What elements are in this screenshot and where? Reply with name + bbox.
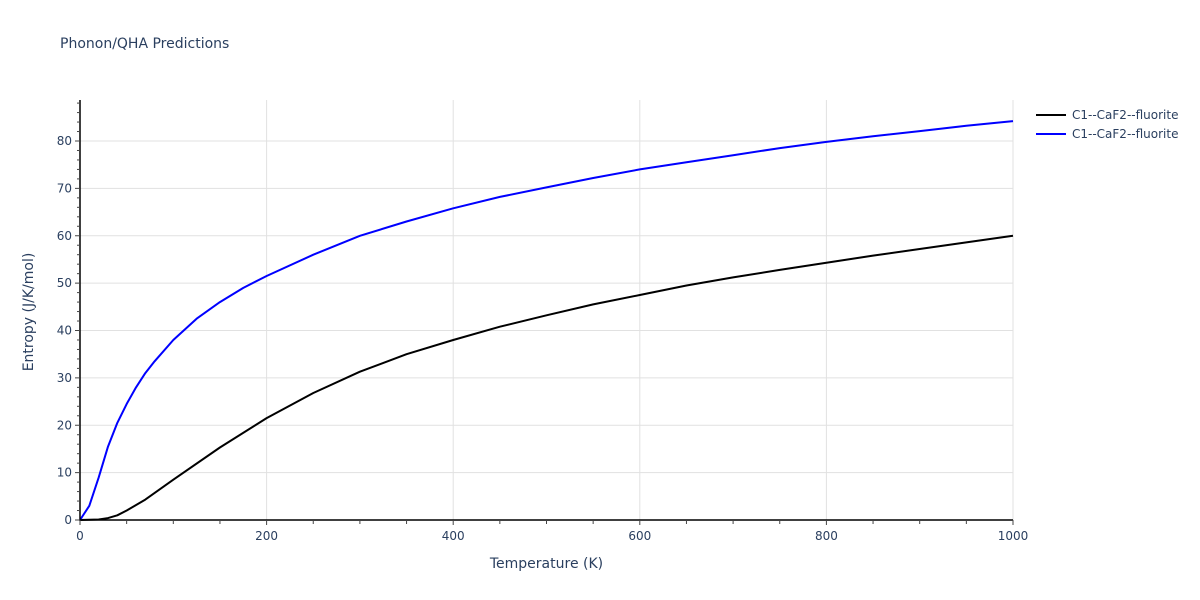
x-tick-label: 200	[255, 529, 278, 543]
x-axis-label: Temperature (K)	[489, 556, 603, 572]
y-tick-label: 0	[64, 513, 72, 527]
series-line-1[interactable]	[79, 120, 1014, 521]
y-tick-label: 30	[57, 371, 72, 385]
y-tick-label: 80	[57, 134, 72, 148]
legend: C1--CaF2--fluorite C1--CaF2--fluorite	[1036, 105, 1178, 143]
x-tick-label: 0	[76, 529, 84, 543]
y-tick-label: 40	[57, 324, 72, 338]
x-tick-label: 400	[442, 529, 465, 543]
chart-title: Phonon/QHA Predictions	[60, 36, 230, 52]
x-tick-label: 1000	[998, 529, 1029, 543]
legend-label: C1--CaF2--fluorite	[1072, 107, 1179, 122]
legend-label: C1--CaF2--fluorite	[1072, 126, 1179, 141]
y-tick-label: 70	[57, 181, 72, 195]
legend-item-black[interactable]: C1--CaF2--fluorite	[1036, 105, 1178, 124]
y-tick-label: 10	[57, 466, 72, 480]
legend-item-blue[interactable]: C1--CaF2--fluorite	[1036, 124, 1178, 143]
x-tick-label: 800	[815, 529, 838, 543]
y-tick-label: 20	[57, 418, 72, 432]
y-axis-label: Entropy (J/K/mol)	[21, 253, 37, 372]
y-tick-label: 60	[57, 229, 72, 243]
y-tick-label: 50	[57, 276, 72, 290]
series-line-0[interactable]	[79, 234, 1014, 521]
legend-swatch-icon	[1036, 113, 1066, 116]
x-tick-label: 600	[628, 529, 651, 543]
legend-swatch-icon	[1036, 132, 1066, 135]
